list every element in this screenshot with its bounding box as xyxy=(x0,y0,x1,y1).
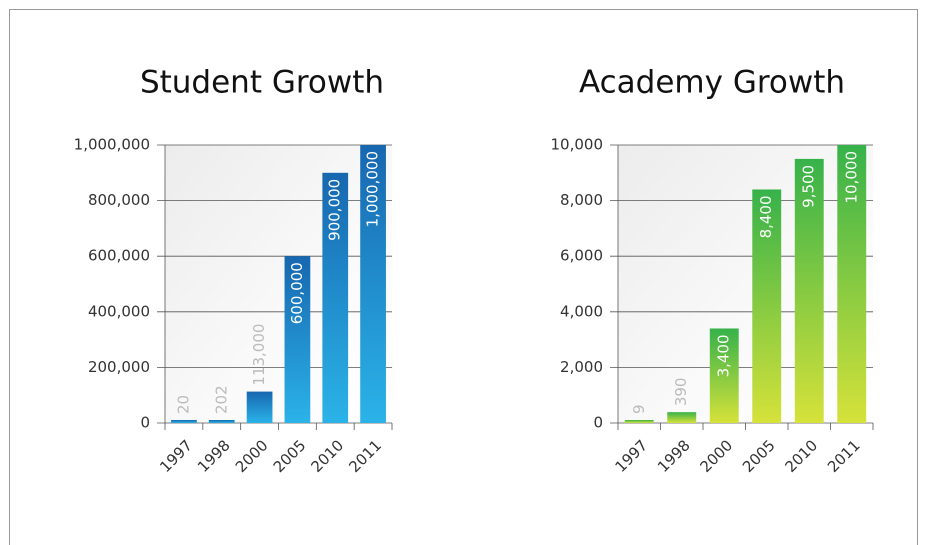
x-tick-label: 2000 xyxy=(232,436,272,476)
value-label: 390 xyxy=(672,378,690,407)
plot-area xyxy=(165,145,392,423)
x-tick-label: 2005 xyxy=(739,436,779,476)
x-tick-label: 1998 xyxy=(654,436,694,476)
bar xyxy=(794,158,824,423)
y-tick-label: 400,000 xyxy=(88,302,150,320)
value-label: 20 xyxy=(174,395,192,414)
value-label: 10,000 xyxy=(842,151,860,204)
x-tick-label: 2011 xyxy=(345,436,385,476)
value-label: 600,000 xyxy=(288,262,306,324)
bar xyxy=(752,189,782,423)
value-label: 900,000 xyxy=(326,179,344,241)
value-label: 9,500 xyxy=(800,165,818,208)
y-tick-label: 800,000 xyxy=(88,191,150,209)
value-label: 1,000,000 xyxy=(364,151,382,227)
bar xyxy=(667,412,697,423)
x-tick-label: 2005 xyxy=(270,436,310,476)
x-tick-label: 1997 xyxy=(156,436,196,476)
x-tick-label: 1998 xyxy=(194,436,234,476)
y-tick-label: 1,000,000 xyxy=(74,136,150,154)
x-tick-label: 2010 xyxy=(308,436,348,476)
bar xyxy=(624,420,654,423)
bar xyxy=(208,420,235,423)
value-label: 8,400 xyxy=(757,195,775,238)
value-label: 3,400 xyxy=(715,334,733,377)
bar xyxy=(246,391,273,423)
bar xyxy=(837,145,867,423)
y-tick-label: 200,000 xyxy=(88,358,150,376)
y-tick-label: 2,000 xyxy=(560,358,603,376)
bar xyxy=(171,420,197,423)
chart-title: Student Growth xyxy=(140,65,384,101)
value-label: 9 xyxy=(630,404,648,414)
x-tick-label: 1997 xyxy=(612,436,652,476)
value-label: 113,000 xyxy=(250,324,268,386)
bar xyxy=(322,172,349,423)
y-tick-label: 8,000 xyxy=(560,191,603,209)
bar xyxy=(360,145,386,423)
x-tick-label: 2010 xyxy=(782,436,822,476)
bar xyxy=(709,328,739,423)
x-tick-label: 2000 xyxy=(697,436,737,476)
x-tick-label: 2011 xyxy=(824,436,864,476)
frame xyxy=(9,9,918,545)
y-tick-label: 0 xyxy=(593,414,603,432)
chart-title: Academy Growth xyxy=(579,65,845,101)
y-tick-label: 600,000 xyxy=(88,247,150,265)
y-tick-label: 0 xyxy=(140,414,150,432)
value-label: 202 xyxy=(212,385,230,414)
bar xyxy=(284,256,311,423)
plot-area xyxy=(618,145,873,423)
y-tick-label: 6,000 xyxy=(560,247,603,265)
y-tick-label: 4,000 xyxy=(560,302,603,320)
y-tick-label: 10,000 xyxy=(551,136,604,154)
